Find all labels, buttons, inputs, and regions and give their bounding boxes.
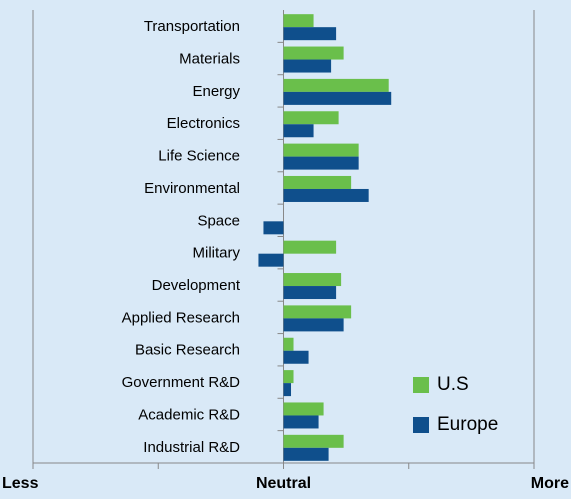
- bar: [283, 175, 352, 189]
- bar: [283, 46, 344, 60]
- y-tick-label: Government R&D: [122, 374, 241, 391]
- bar: [283, 447, 329, 461]
- bar: [283, 27, 337, 41]
- y-tick-label: Academic R&D: [138, 406, 240, 423]
- legend-label: Europe: [437, 414, 498, 435]
- y-tick-label: Transportation: [144, 18, 240, 35]
- y-tick-label: Electronics: [167, 115, 240, 132]
- bar: [283, 143, 359, 157]
- bar: [283, 59, 332, 73]
- x-tick-label: Neutral: [256, 475, 311, 492]
- bar: [283, 286, 337, 300]
- y-tick-label: Applied Research: [122, 309, 240, 326]
- bar: [263, 221, 284, 235]
- y-tick-label: Life Science: [158, 148, 240, 165]
- bar: [283, 402, 324, 416]
- legend-swatch: [413, 417, 429, 433]
- y-tick-label: Basic Research: [135, 342, 240, 359]
- bar: [283, 156, 359, 170]
- bar: [283, 318, 344, 332]
- bar: [283, 188, 369, 202]
- x-tick-label: Less: [2, 475, 39, 492]
- bar: [283, 350, 309, 364]
- y-tick-label: Environmental: [144, 180, 240, 197]
- bar: [283, 240, 337, 254]
- bar: [283, 434, 344, 448]
- bar: [283, 273, 342, 287]
- bar: [283, 383, 292, 397]
- legend-label: U.S: [437, 374, 469, 395]
- bar: [283, 14, 314, 28]
- bar: [283, 305, 352, 319]
- legend-swatch: [413, 377, 429, 393]
- bar: [283, 337, 294, 351]
- bar: [283, 78, 389, 92]
- bar: [258, 253, 284, 267]
- bar: [283, 370, 294, 384]
- y-tick-label: Development: [152, 277, 241, 294]
- y-tick-label: Materials: [179, 51, 240, 68]
- y-tick-label: Space: [197, 212, 240, 229]
- bar: [283, 124, 314, 138]
- y-tick-label: Industrial R&D: [143, 439, 240, 456]
- bar: [283, 91, 392, 105]
- bar: [283, 111, 339, 125]
- bar: [283, 415, 319, 429]
- x-tick-label: More: [531, 475, 569, 492]
- y-tick-label: Energy: [192, 83, 240, 100]
- y-tick-label: Military: [193, 245, 241, 262]
